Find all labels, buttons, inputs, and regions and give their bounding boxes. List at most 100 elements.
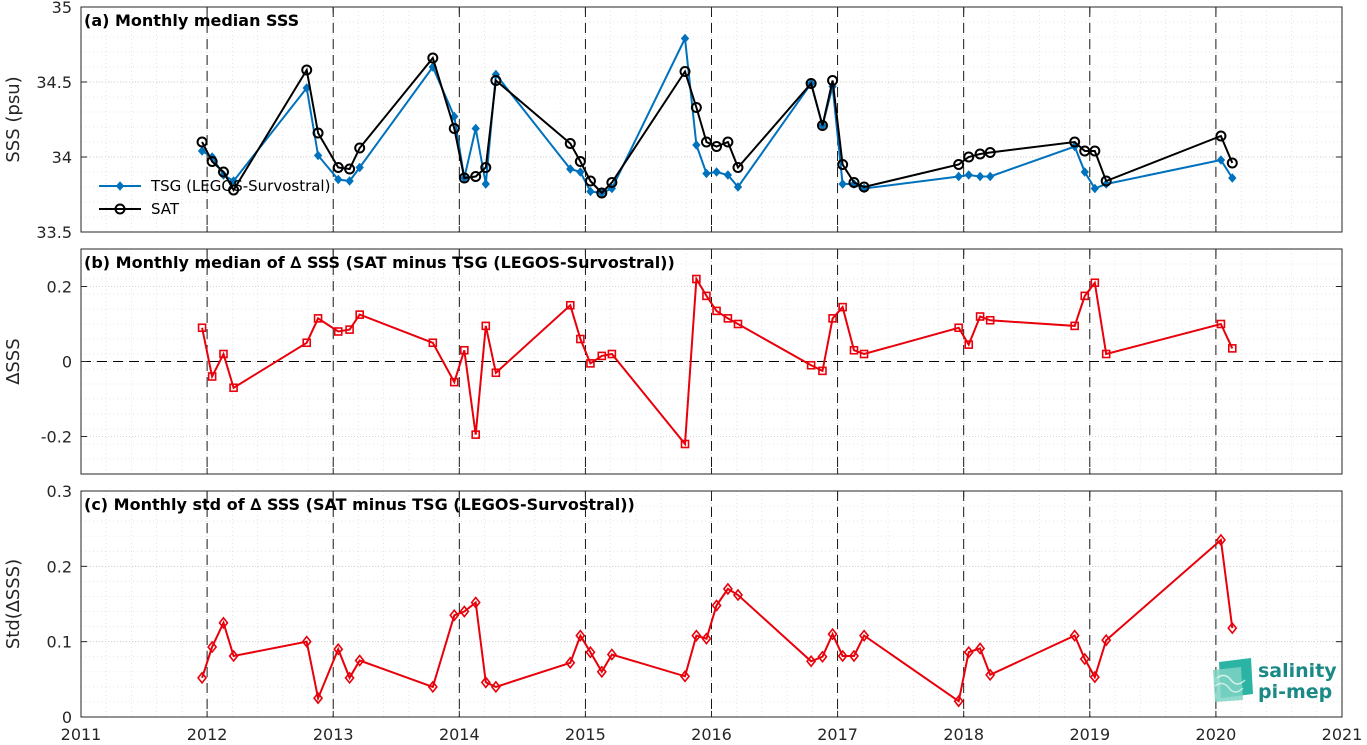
data-point — [459, 605, 470, 618]
salinity-pi-mep-logo: salinity pi-mep — [1213, 658, 1337, 703]
data-point — [702, 168, 711, 179]
data-point — [481, 321, 491, 331]
legend-label: TSG (LEGOS-Survostral) — [150, 177, 330, 195]
data-point — [218, 616, 229, 630]
data-point — [471, 430, 480, 439]
data-point — [806, 360, 816, 370]
data-point — [679, 66, 691, 77]
data-point — [690, 102, 702, 113]
y-tick-label: 0 — [62, 353, 72, 372]
data-point — [480, 676, 491, 689]
data-point — [332, 162, 344, 173]
data-point — [963, 151, 975, 163]
data-point — [566, 164, 575, 174]
x-tick-label: 2015 — [565, 725, 606, 744]
data-point — [207, 372, 217, 381]
data-point — [565, 656, 576, 670]
logo-line-2: pi-mep — [1258, 681, 1332, 703]
data-point — [576, 334, 585, 344]
y-tick-label: 0.3 — [47, 482, 72, 501]
data-point — [196, 136, 208, 148]
series-line — [201, 275, 1234, 447]
data-point — [953, 694, 964, 708]
data-point — [1227, 621, 1238, 635]
data-point — [313, 314, 323, 323]
data-point — [1070, 321, 1079, 331]
y-tick-label: 0.2 — [47, 278, 72, 297]
data-point — [313, 150, 323, 161]
y-tick-label: -0.2 — [41, 428, 72, 447]
data-point — [448, 123, 460, 134]
data-point — [471, 123, 480, 134]
data-point — [217, 166, 229, 178]
data-point — [984, 147, 996, 158]
data-point — [333, 327, 343, 336]
data-point — [974, 148, 986, 160]
data-point — [1100, 175, 1112, 187]
x-tick-label: 2014 — [439, 725, 480, 744]
data-point — [301, 64, 313, 76]
panel-b: -0.2 0 0.2 ∆SSS (b) Monthly median of ∆ SSS … — [3, 248, 1343, 475]
legend: TSG (LEGOS-Survostral) SAT — [99, 177, 330, 218]
data-point — [953, 159, 965, 170]
data-point — [207, 640, 218, 654]
data-point — [449, 377, 459, 387]
data-point — [964, 170, 973, 180]
series-line — [201, 538, 1234, 703]
data-point — [1228, 173, 1237, 183]
data-point — [312, 127, 324, 139]
data-point — [490, 680, 501, 694]
data-point — [470, 171, 482, 182]
y-axis-label: ∆SSS — [3, 338, 24, 385]
data-point — [576, 167, 585, 177]
data-point — [584, 175, 596, 187]
data-point — [197, 671, 208, 685]
y-tick-label: 35 — [52, 0, 72, 17]
data-point — [1090, 183, 1100, 194]
data-point — [597, 351, 607, 361]
data-point — [702, 291, 711, 301]
data-point — [827, 75, 839, 86]
data-point — [975, 171, 985, 182]
data-point — [1215, 130, 1227, 142]
data-point — [700, 136, 712, 148]
data-point — [1216, 319, 1226, 329]
data-point — [964, 340, 974, 349]
data-point — [691, 629, 702, 642]
data-point — [228, 649, 239, 663]
data-point — [449, 609, 460, 622]
x-tick-label: 2021 — [1322, 725, 1363, 744]
legend-marker — [114, 203, 126, 215]
data-point — [197, 146, 207, 156]
data-point — [491, 368, 501, 378]
data-point — [450, 111, 459, 122]
data-point — [355, 162, 364, 173]
x-tick-label: 2012 — [187, 725, 228, 744]
data-point — [1215, 533, 1226, 547]
data-point — [565, 300, 575, 310]
data-point — [1227, 344, 1237, 353]
y-tick-label: 0 — [62, 708, 72, 727]
data-point — [818, 366, 827, 376]
data-point — [837, 649, 848, 663]
data-point — [954, 171, 963, 182]
data-point — [480, 162, 492, 173]
data-point — [427, 680, 438, 694]
data-point — [586, 186, 595, 197]
data-point — [228, 184, 240, 196]
data-point — [732, 588, 744, 602]
data-point — [564, 138, 576, 149]
data-point — [723, 170, 733, 180]
data-point — [963, 645, 974, 659]
data-point — [723, 314, 733, 323]
data-point — [606, 177, 618, 188]
data-point — [701, 632, 712, 645]
data-point — [722, 582, 733, 596]
data-point — [1226, 157, 1238, 169]
panel-title: (a) Monthly median SSS — [84, 11, 299, 30]
data-point — [858, 181, 870, 193]
y-axis-label: Std(∆SSS) — [3, 559, 24, 649]
x-tick-label: 2018 — [943, 725, 984, 744]
data-point — [692, 274, 701, 284]
data-point — [585, 645, 596, 659]
